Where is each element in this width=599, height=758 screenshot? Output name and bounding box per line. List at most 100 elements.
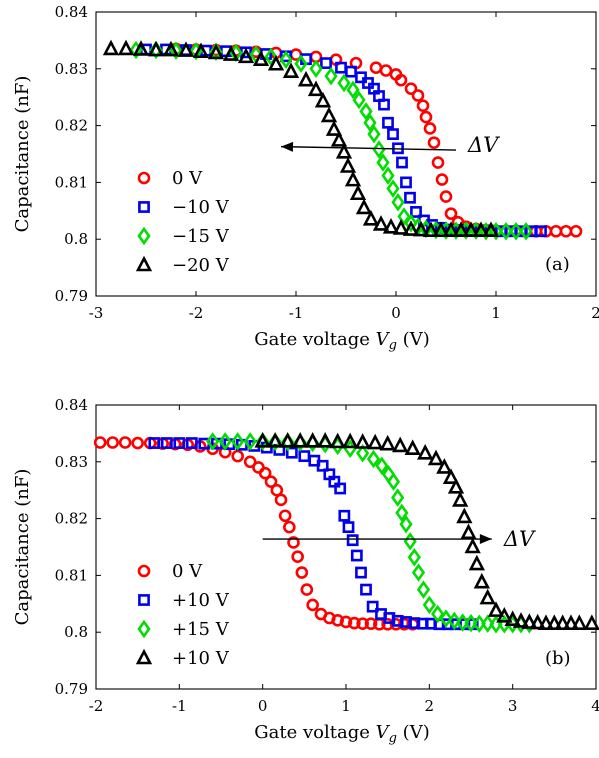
y-tick-label: 0.81 bbox=[55, 566, 88, 584]
data-point bbox=[482, 221, 500, 237]
data-point bbox=[369, 61, 383, 74]
data-point bbox=[331, 613, 344, 627]
data-point bbox=[456, 613, 470, 632]
legend-marker bbox=[137, 619, 151, 639]
legend-marker bbox=[138, 201, 150, 213]
data-point bbox=[264, 47, 278, 67]
data-point bbox=[366, 449, 381, 469]
data-point bbox=[562, 614, 580, 630]
data-point bbox=[237, 47, 255, 64]
y-tick-label: 0.83 bbox=[55, 453, 88, 471]
data-point bbox=[350, 549, 363, 562]
legend: 0 V −10 V −15 V −20 V bbox=[135, 168, 230, 276]
data-point bbox=[442, 468, 460, 485]
data-point bbox=[231, 449, 244, 463]
data-point bbox=[325, 120, 343, 136]
data-point bbox=[243, 432, 257, 451]
data-point bbox=[173, 437, 186, 449]
data-point bbox=[554, 614, 571, 630]
data-point bbox=[243, 455, 257, 469]
data-point bbox=[559, 224, 573, 238]
data-point bbox=[462, 221, 480, 237]
data-point bbox=[362, 210, 380, 226]
y-tick-label: 0.82 bbox=[55, 510, 88, 528]
data-point bbox=[366, 600, 379, 613]
x-tick-label: -1 bbox=[172, 697, 187, 715]
series-3 bbox=[102, 39, 500, 237]
data-point bbox=[329, 432, 346, 449]
data-point bbox=[473, 572, 490, 589]
data-point bbox=[360, 583, 372, 596]
x-axis-label-suffix: (V) bbox=[397, 722, 430, 743]
data-point bbox=[460, 523, 477, 540]
data-point bbox=[344, 170, 362, 187]
data-point bbox=[431, 156, 445, 169]
x-tick-label: -2 bbox=[189, 304, 204, 322]
data-point bbox=[468, 554, 485, 571]
data-point bbox=[297, 70, 315, 87]
data-point bbox=[479, 588, 496, 605]
legend-label: +10 V bbox=[172, 648, 230, 669]
data-point bbox=[423, 122, 437, 135]
x-axis-label-sub: g bbox=[389, 338, 397, 353]
y-tick-label: 0.79 bbox=[55, 287, 88, 305]
data-point bbox=[258, 466, 272, 480]
data-point bbox=[537, 614, 555, 630]
data-point bbox=[452, 491, 469, 507]
legend-marker bbox=[135, 648, 153, 665]
y-tick-label: 0.84 bbox=[55, 3, 88, 21]
annotation-arrowhead bbox=[281, 141, 294, 152]
data-point bbox=[295, 566, 309, 579]
series-3 bbox=[254, 432, 599, 630]
data-point bbox=[403, 532, 417, 551]
data-point bbox=[402, 220, 420, 236]
x-tick-label: 0 bbox=[258, 697, 268, 715]
data-point bbox=[442, 221, 460, 237]
data-point bbox=[549, 224, 563, 238]
data-point bbox=[359, 102, 373, 121]
data-point bbox=[367, 433, 384, 450]
data-point bbox=[355, 198, 373, 215]
data-point bbox=[218, 432, 232, 451]
data-point bbox=[354, 433, 371, 449]
data-point bbox=[314, 91, 332, 108]
data-point bbox=[386, 472, 401, 491]
panel-label: (a) bbox=[545, 254, 570, 275]
data-point bbox=[382, 217, 400, 234]
series-0 bbox=[93, 436, 419, 631]
data-point bbox=[335, 142, 353, 159]
data-point bbox=[283, 520, 296, 534]
chart-panel-a: -3 -2 -1 0 1 2 0.79 0.8 0.81 0.82 0.83 0.84 Gate vol… bbox=[12, 3, 599, 353]
x-tick-label: 3 bbox=[508, 697, 518, 715]
data-point bbox=[410, 206, 422, 218]
data-point bbox=[317, 432, 334, 448]
data-point bbox=[435, 173, 449, 186]
data-point bbox=[342, 521, 355, 534]
data-point bbox=[320, 106, 338, 123]
data-point bbox=[279, 50, 293, 69]
data-point bbox=[422, 595, 436, 615]
data-point bbox=[396, 156, 408, 169]
data-point bbox=[339, 615, 353, 629]
data-point bbox=[487, 601, 505, 617]
data-point bbox=[334, 482, 347, 495]
data-point bbox=[417, 443, 434, 460]
data-point bbox=[546, 614, 563, 630]
data-point bbox=[535, 225, 547, 238]
data-point bbox=[355, 566, 367, 579]
data-point bbox=[222, 45, 240, 61]
data-point bbox=[436, 458, 453, 474]
data-point bbox=[509, 222, 523, 241]
annotation-label: ΔV bbox=[467, 133, 500, 157]
data-point bbox=[397, 207, 411, 226]
y-axis-label: Capacitance (nF) bbox=[12, 76, 33, 233]
data-point bbox=[432, 221, 450, 237]
legend-label: 0 V bbox=[172, 168, 203, 189]
y-tick-label: 0.83 bbox=[55, 60, 88, 78]
data-point bbox=[292, 432, 309, 448]
x-axis-label-prefix: Gate voltage bbox=[254, 722, 375, 743]
data-point bbox=[392, 219, 410, 235]
x-tick-label: 2 bbox=[591, 304, 599, 322]
data-point bbox=[306, 598, 319, 612]
